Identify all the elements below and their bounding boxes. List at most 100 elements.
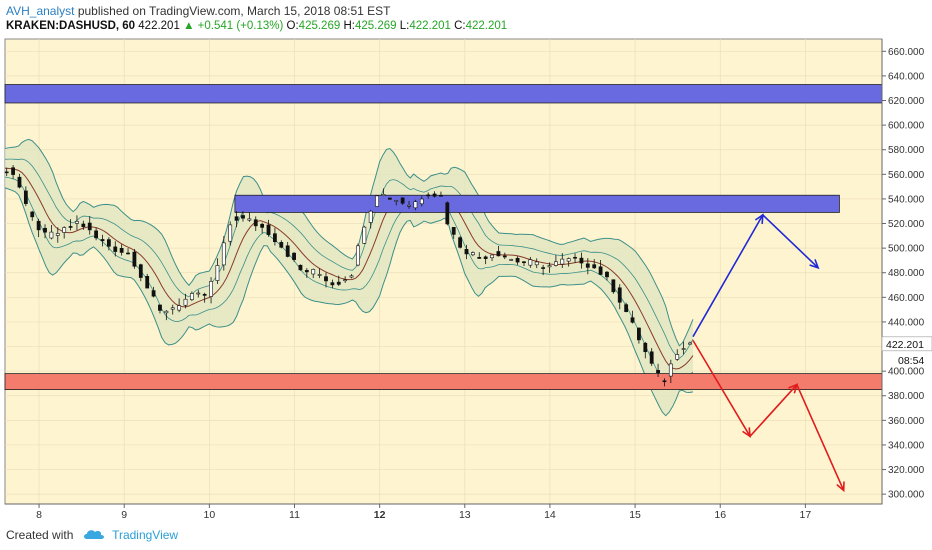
candle-body: [330, 282, 335, 286]
bullish-projection-arrow-head: [809, 259, 820, 270]
time-tick-label: 13: [459, 509, 471, 520]
candle-body: [362, 226, 367, 244]
high-value: 425.269: [354, 20, 397, 32]
candle-body: [311, 269, 316, 275]
candle-body: [534, 261, 539, 266]
publish-header: AVH_analyst published on TradingView.com…: [6, 3, 390, 19]
candle-body: [592, 264, 597, 269]
bearish-projection-arrow-head: [742, 427, 751, 438]
candle-body: [87, 222, 92, 231]
price-tick-label: 500.000: [888, 244, 925, 255]
candle-body: [483, 256, 488, 259]
candle-body: [241, 215, 245, 219]
candle-body: [145, 276, 150, 289]
candle-body: [617, 287, 622, 303]
price-tick-label: 540.000: [888, 194, 925, 205]
candle-body: [413, 201, 418, 209]
candle-body: [464, 249, 469, 255]
candle-body: [611, 279, 616, 293]
basis-line: [4, 167, 694, 370]
last-price: 422.201: [138, 20, 180, 32]
candle-body: [106, 239, 111, 247]
tradingview-brand-link[interactable]: TradingView: [112, 528, 179, 542]
candle-body: [215, 265, 220, 281]
bearish-projection-arrow-head: [788, 383, 799, 394]
candle-body: [151, 290, 156, 297]
candle-body: [324, 276, 328, 282]
author-link[interactable]: AVH_analyst: [6, 4, 75, 18]
band-fill: [5, 139, 693, 416]
candle-body: [260, 223, 265, 228]
low-label: L:: [399, 20, 410, 32]
last-price-badge: 422.201 08:54: [881, 336, 932, 367]
candle-body: [183, 298, 188, 306]
candle-body: [170, 307, 175, 310]
candle-body: [637, 327, 641, 341]
candle-body: [279, 242, 284, 248]
open-value: 425.269: [298, 20, 341, 32]
candle-body: [541, 267, 546, 269]
candle-body: [234, 216, 239, 221]
support-zone: [4, 373, 883, 390]
candle-body: [158, 304, 162, 311]
resistance-zone: [234, 194, 840, 213]
bearish-projection-arrow: [692, 339, 845, 491]
candle-body: [202, 293, 207, 296]
price-tick-label: 400.000: [888, 367, 925, 378]
time-tick-label: 8: [36, 509, 42, 520]
candle-body: [298, 264, 303, 271]
price-chart[interactable]: 660.000 640.000 620.000 600.000 580.000 560.0…: [0, 36, 932, 521]
candle-body: [43, 227, 47, 233]
candle-body: [349, 275, 354, 278]
candle-body: [547, 265, 552, 268]
candle-body: [400, 197, 405, 204]
candle-body: [394, 200, 399, 202]
candle-body: [164, 310, 169, 314]
candle-body: [356, 245, 360, 266]
candle-body: [573, 256, 577, 259]
price-tick-label: 380.000: [888, 391, 925, 402]
candle-body: [317, 274, 322, 276]
last-price-badge-text: 422.201: [886, 339, 924, 351]
resistance-zone: [4, 84, 883, 104]
time-axis[interactable]: 8 9 10 11 12 13 14 15 16 17: [5, 503, 882, 521]
candle-body: [62, 227, 67, 233]
candle-body: [304, 270, 309, 273]
time-tick-label: 12: [374, 509, 386, 520]
price-tick-label: 560.000: [888, 170, 925, 181]
candle-body: [177, 305, 182, 311]
price-tick-label: 460.000: [888, 293, 925, 304]
candle-body: [126, 252, 130, 255]
candle-body: [81, 223, 86, 227]
candle-body: [496, 251, 501, 257]
candle-body: [662, 380, 667, 383]
candle-body: [439, 195, 443, 197]
price-tick-label: 600.000: [888, 121, 925, 132]
candle-body: [23, 190, 28, 204]
candle-body: [515, 257, 520, 263]
candle-body: [605, 271, 609, 278]
candle-body: [30, 211, 35, 218]
close-label: C:: [454, 20, 466, 32]
candle-body: [426, 194, 431, 197]
candle-body: [343, 279, 348, 282]
price-tick-label: 480.000: [888, 268, 925, 279]
price-tick-label: 640.000: [888, 71, 925, 82]
chart-area[interactable]: 660.000 640.000 620.000 600.000 580.000 560.0…: [0, 36, 932, 521]
candle-body: [336, 281, 341, 285]
inner-upper-band-line: [4, 158, 694, 359]
up-triangle-icon: ▲: [183, 20, 195, 32]
time-tick-label: 14: [544, 509, 556, 520]
candles: [4, 164, 692, 387]
bollinger-bands: [4, 138, 694, 417]
time-tick-label: 15: [629, 509, 641, 520]
price-tick-label: 340.000: [888, 440, 925, 451]
candle-body: [566, 258, 571, 262]
candle-body: [407, 204, 411, 207]
price-axis[interactable]: 660.000 640.000 620.000 600.000 580.000 560.0…: [881, 39, 925, 504]
price-tick-label: 620.000: [888, 96, 925, 107]
candle-body: [553, 261, 558, 266]
candle-body: [49, 231, 54, 239]
candle-body: [273, 233, 277, 243]
high-label: H:: [343, 20, 355, 32]
